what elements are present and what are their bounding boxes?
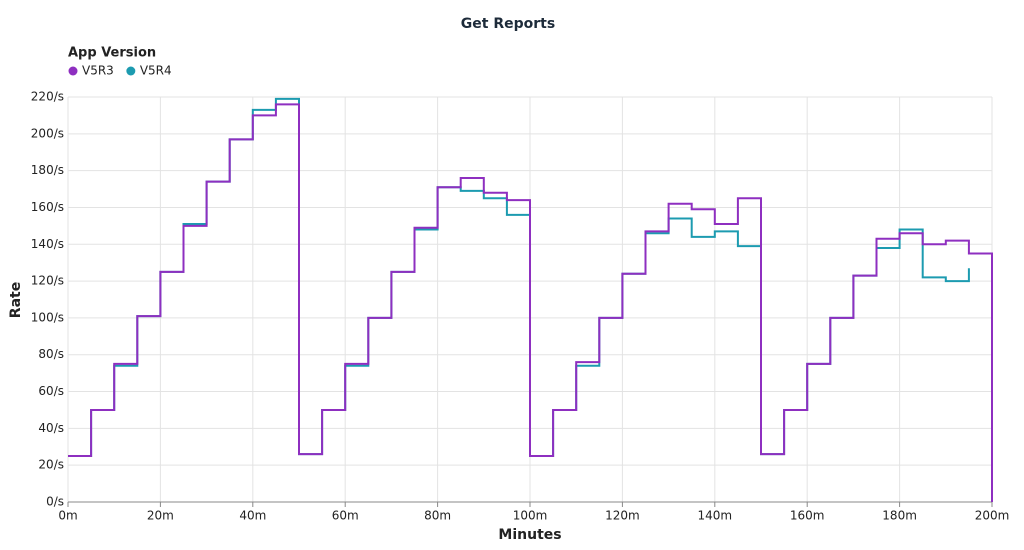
legend-label: V5R3 — [82, 64, 114, 78]
x-tick-label: 180m — [882, 509, 917, 523]
y-tick-label: 20/s — [38, 458, 64, 472]
series-line — [68, 97, 970, 457]
y-tick-label: 0/s — [46, 495, 64, 509]
y-axis-label: Rate — [8, 282, 24, 318]
x-tick-label: 40m — [239, 509, 266, 523]
x-tick-label: 0m — [58, 509, 77, 523]
x-tick-label: 100m — [513, 509, 548, 523]
x-tick-label: 120m — [605, 509, 640, 523]
y-tick-label: 180/s — [31, 163, 64, 177]
x-tick-label: 60m — [332, 509, 359, 523]
y-tick-label: 40/s — [38, 421, 64, 435]
y-tick-label: 100/s — [31, 310, 64, 324]
series-line — [68, 103, 993, 502]
x-tick-label: 20m — [147, 509, 174, 523]
x-tick-label: 140m — [698, 509, 733, 523]
x-axis-label: Minutes — [498, 527, 561, 543]
legend-marker — [126, 66, 136, 76]
x-tick-label: 160m — [790, 509, 825, 523]
chart-title: Get Reports — [461, 16, 555, 32]
legend-title: App Version — [68, 46, 156, 61]
x-tick-label: 200m — [975, 509, 1010, 523]
legend-label: V5R4 — [140, 64, 172, 78]
y-tick-label: 140/s — [31, 237, 64, 251]
legend-marker — [68, 66, 78, 76]
y-tick-label: 220/s — [31, 90, 64, 104]
y-tick-label: 80/s — [38, 347, 64, 361]
x-tick-label: 80m — [424, 509, 451, 523]
y-tick-label: 160/s — [31, 200, 64, 214]
y-tick-label: 120/s — [31, 274, 64, 288]
y-tick-label: 200/s — [31, 126, 64, 140]
y-tick-label: 60/s — [38, 384, 64, 398]
